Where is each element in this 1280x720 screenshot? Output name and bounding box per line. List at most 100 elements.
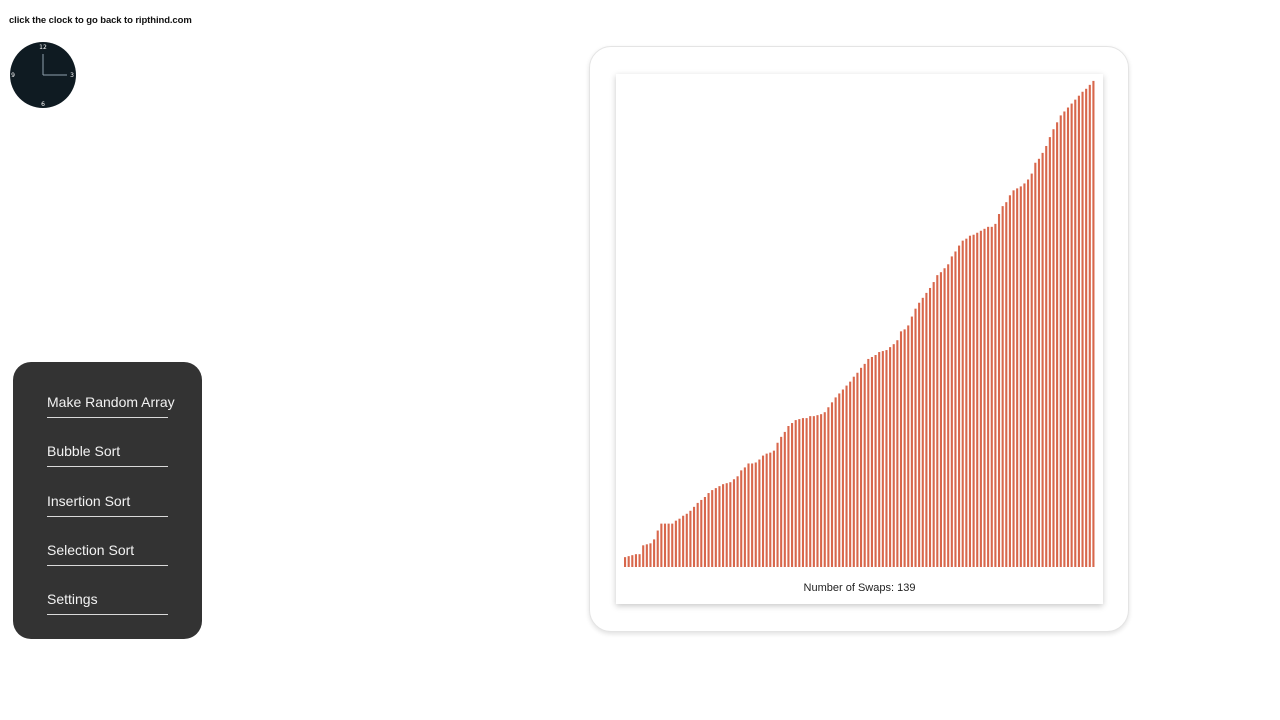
array-bar xyxy=(645,544,648,567)
array-bar xyxy=(812,416,815,567)
array-bar xyxy=(1074,99,1077,567)
array-bar xyxy=(965,238,968,567)
array-bar xyxy=(899,331,903,567)
array-bar xyxy=(787,426,790,567)
array-bar xyxy=(783,431,786,567)
array-bar xyxy=(914,308,917,567)
array-bar xyxy=(856,372,859,567)
array-bar xyxy=(805,418,808,567)
array-bar xyxy=(834,397,837,567)
array-bar xyxy=(910,316,913,567)
array-bar xyxy=(624,557,627,567)
array-bar xyxy=(958,245,961,567)
array-bar xyxy=(1037,158,1041,568)
array-bar xyxy=(692,506,696,567)
insertion-sort-button[interactable]: Insertion Sort xyxy=(47,486,168,517)
array-bar xyxy=(954,251,957,568)
array-bar xyxy=(874,355,877,567)
bubble-sort-button[interactable]: Bubble Sort xyxy=(47,436,168,467)
array-bar xyxy=(845,385,848,567)
make-random-array-button[interactable]: Make Random Array xyxy=(47,387,175,418)
array-bar xyxy=(1001,206,1004,567)
clock-label-6: 6 xyxy=(41,101,45,108)
array-bar xyxy=(870,356,873,567)
array-bar xyxy=(1063,111,1066,567)
array-bar xyxy=(849,381,852,567)
clock-label-9: 9 xyxy=(11,72,15,79)
array-bar xyxy=(1056,122,1059,567)
array-bar xyxy=(1077,95,1080,567)
array-bar xyxy=(743,467,746,567)
array-bar xyxy=(1041,152,1044,567)
swap-counter: Number of Swaps: 139 xyxy=(803,582,916,594)
array-bar xyxy=(987,226,990,567)
array-bar xyxy=(1045,145,1048,567)
array-bar xyxy=(903,329,906,567)
settings-button[interactable]: Settings xyxy=(47,584,168,615)
array-bar xyxy=(631,555,634,567)
array-bar xyxy=(976,232,979,567)
array-bar xyxy=(1085,88,1088,567)
array-bar xyxy=(936,275,939,567)
array-bar xyxy=(1005,202,1008,567)
array-bar xyxy=(1012,190,1015,567)
array-bar xyxy=(663,523,667,567)
array-bar xyxy=(769,452,772,567)
array-bar xyxy=(1030,173,1033,567)
array-bar xyxy=(867,358,870,567)
clock-label-3: 3 xyxy=(70,72,74,79)
array-bar xyxy=(736,476,739,567)
array-bar xyxy=(754,462,757,567)
page-note: click the clock to go back to ripthind.c… xyxy=(9,15,192,26)
array-bar xyxy=(1016,188,1019,567)
array-bar xyxy=(820,414,823,567)
array-bar xyxy=(765,453,768,567)
array-bar xyxy=(968,235,972,567)
array-bar xyxy=(947,264,950,567)
array-bar xyxy=(990,226,993,567)
array-bar xyxy=(1048,137,1051,567)
array-bar xyxy=(761,455,765,567)
array-bar xyxy=(1088,84,1091,567)
array-bar xyxy=(725,483,728,567)
array-bar xyxy=(994,223,997,567)
array-bar xyxy=(798,419,801,567)
array-bar xyxy=(801,418,805,567)
array-bar xyxy=(972,234,975,567)
array-bar xyxy=(823,412,826,567)
array-bar xyxy=(816,415,819,567)
clock[interactable]: 12 3 6 9 xyxy=(10,42,76,108)
array-bar xyxy=(932,282,935,567)
array-bar xyxy=(943,268,946,567)
array-bar xyxy=(885,350,888,567)
array-bar xyxy=(627,556,630,567)
array-bar xyxy=(674,520,677,567)
array-bar xyxy=(794,420,797,567)
array-bar xyxy=(1070,103,1073,567)
array-bar xyxy=(896,340,899,567)
array-bar xyxy=(667,523,670,567)
array-bar xyxy=(939,272,942,567)
array-bar xyxy=(772,450,775,567)
array-bar xyxy=(881,351,884,567)
visualizer-panel: Number of Swaps: 139 xyxy=(616,74,1103,604)
array-bar xyxy=(838,393,841,567)
array-bar xyxy=(878,352,881,567)
array-bar xyxy=(671,523,674,567)
array-bar xyxy=(1092,80,1095,568)
array-bar xyxy=(1081,91,1084,567)
array-bar xyxy=(653,539,656,567)
array-bar xyxy=(1066,107,1070,567)
array-bar xyxy=(1023,183,1026,567)
array-bar xyxy=(892,344,895,567)
array-bar xyxy=(776,442,779,567)
array-bar xyxy=(791,423,794,567)
array-bar xyxy=(852,376,855,567)
clock-icon: 12 3 6 9 xyxy=(11,44,74,108)
sort-menu: Make Random Array Bubble Sort Insertion … xyxy=(13,362,202,639)
array-bar xyxy=(863,363,866,567)
array-bar xyxy=(983,228,986,568)
selection-sort-button[interactable]: Selection Sort xyxy=(47,535,168,566)
array-bar xyxy=(740,470,743,567)
array-bar xyxy=(711,490,714,567)
